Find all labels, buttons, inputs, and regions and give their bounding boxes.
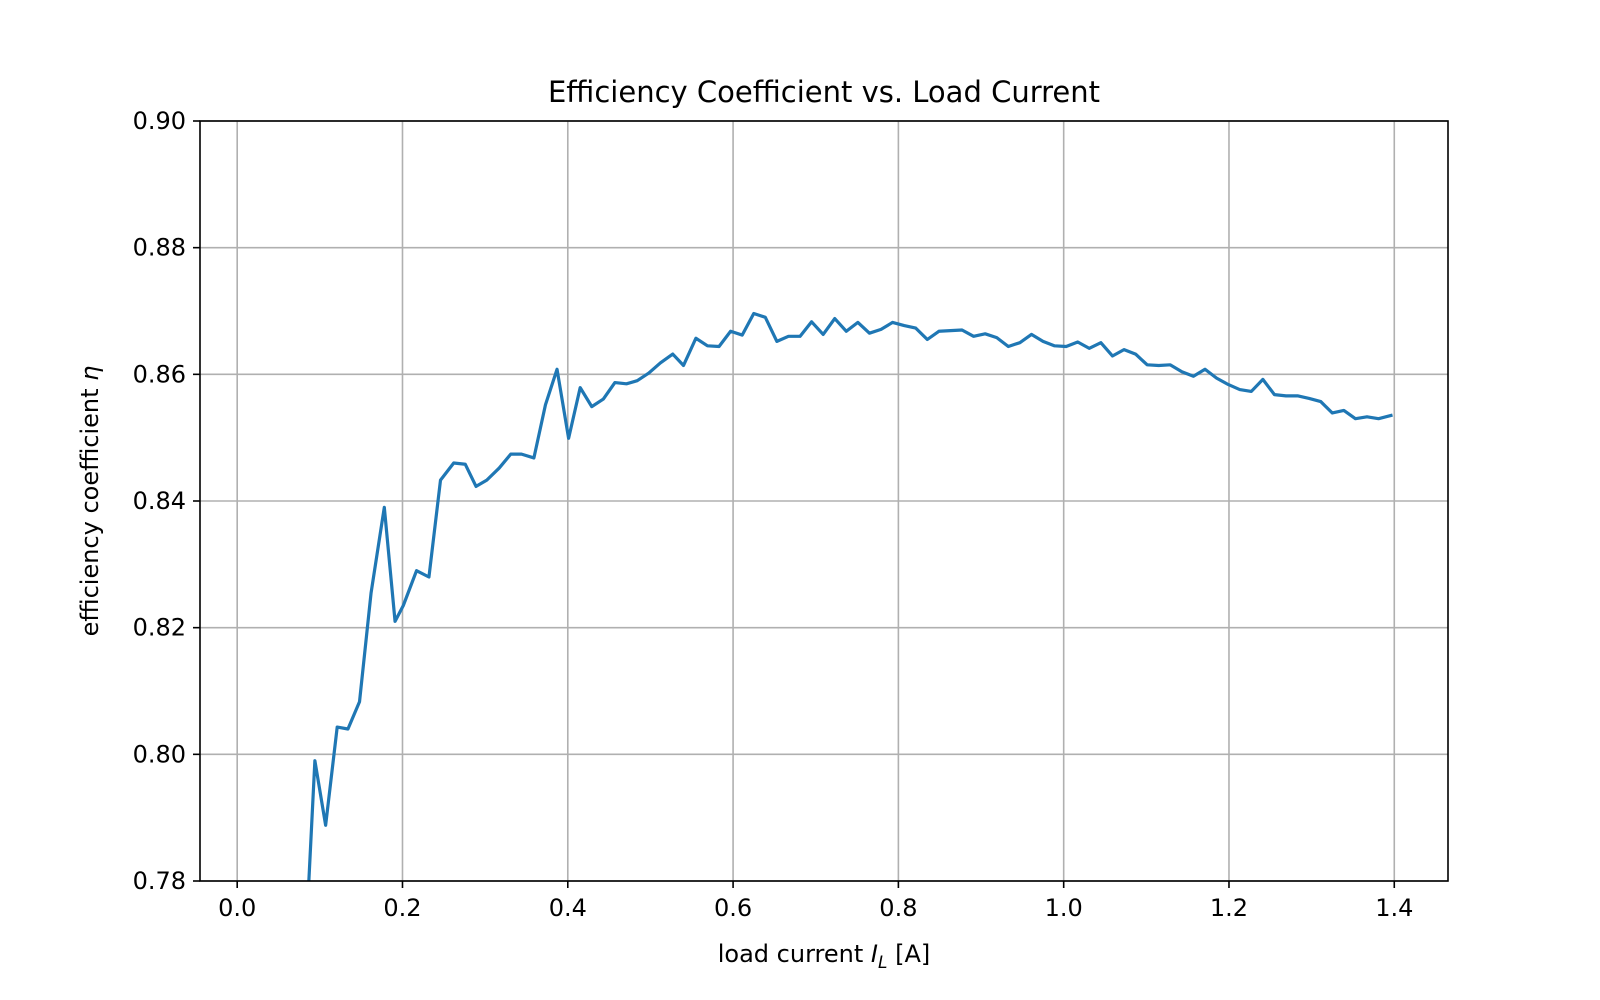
x-axis-label: load current IL [A] [718,940,930,973]
x-axis-label-suffix: [A] [887,940,930,968]
x-axis-label-symbol: I [871,940,878,968]
grid [200,120,1448,882]
y-tick-label: 0.84 [133,487,186,515]
efficiency-series-line [307,311,1393,881]
ticks: 0.0 0.2 0.4 0.6 0.8 1.0 1.2 1.4 0.78 0.80 0.82 0.84… [133,107,1414,922]
x-tick-label: 0.8 [879,894,917,922]
y-axis-label: efficiency coefficient η [76,366,104,637]
x-tick-label: 1.0 [1045,894,1083,922]
chart-title: Efficiency Coefficient vs. Load Current [548,75,1100,109]
x-tick-label: 0.6 [714,894,752,922]
x-tick-label: 1.2 [1210,894,1248,922]
x-tick-label: 0.2 [383,894,421,922]
x-axis-label-subscript: L [878,953,887,973]
x-tick-label: 0.4 [549,894,587,922]
y-tick-label: 0.78 [133,867,186,895]
y-tick-label: 0.86 [133,360,186,388]
x-tick-label: 1.4 [1375,894,1413,922]
y-tick-label: 0.80 [133,740,186,768]
y-axis-label-symbol: η [76,366,104,381]
plot-area [307,311,1393,881]
x-axis-label-prefix: load current [718,940,871,968]
y-axis-label-prefix: efficiency coefficient [76,381,104,637]
y-tick-label: 0.88 [133,234,186,262]
y-tick-label: 0.82 [133,614,186,642]
x-tick-label: 0.0 [218,894,256,922]
y-tick-label: 0.90 [133,107,186,135]
